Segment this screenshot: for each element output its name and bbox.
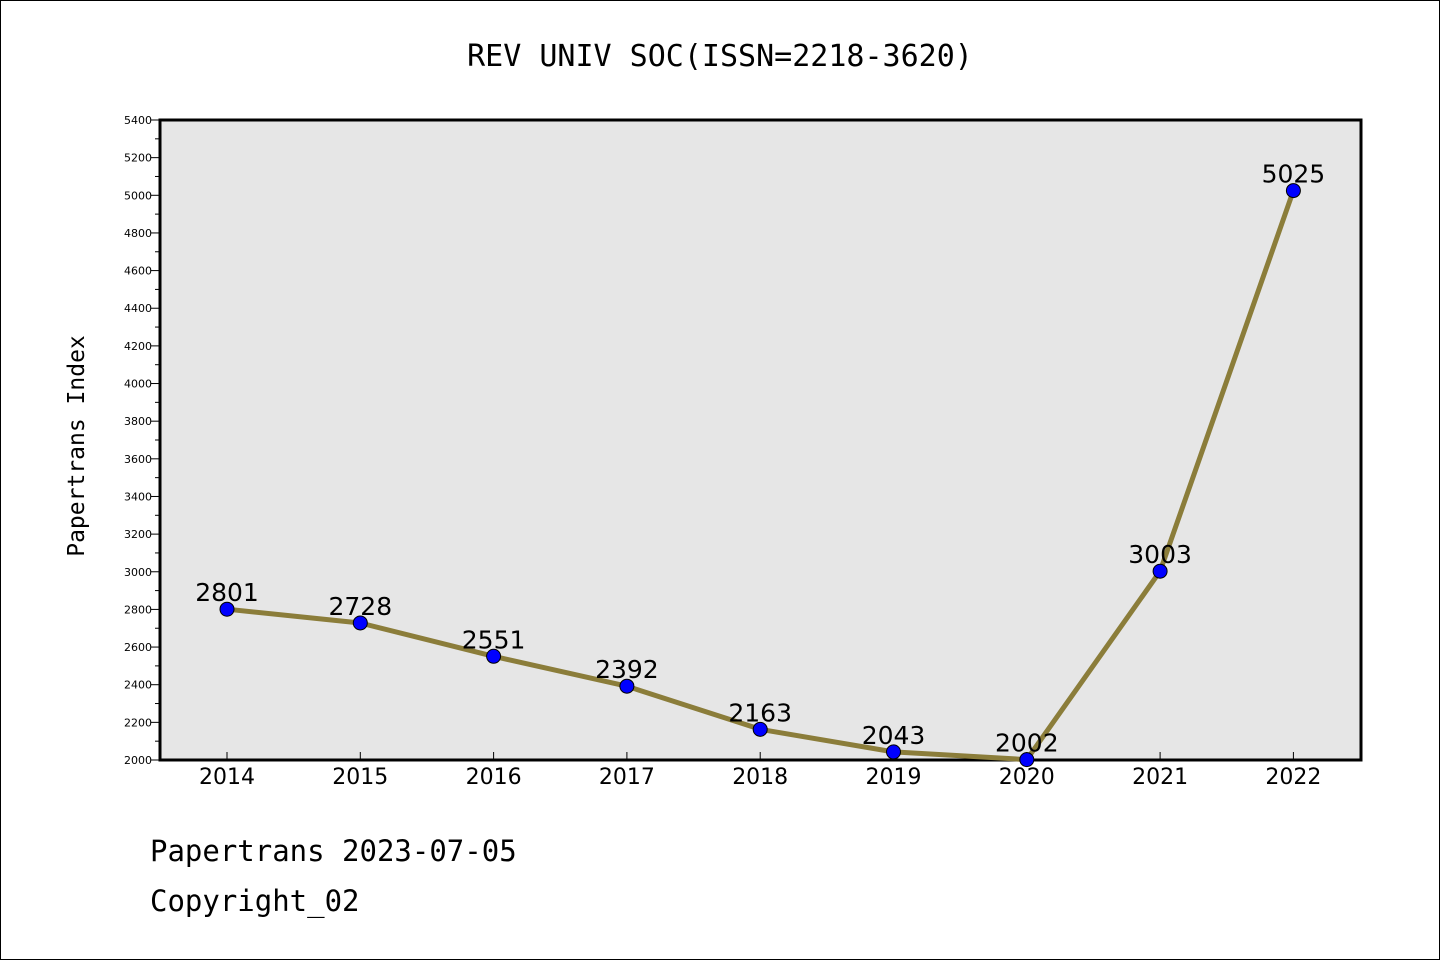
y-tick-label: 3400: [124, 490, 152, 503]
data-point: [1019, 752, 1035, 768]
x-tick-label: 2018: [732, 765, 788, 790]
y-tick-label: 4400: [124, 302, 152, 315]
data-label: 2551: [462, 625, 526, 654]
data-labels: 2801 2728 2551 2392 2163 2043 2002 3003 5025: [195, 160, 1325, 758]
data-label: 2392: [595, 655, 659, 684]
plot-area: [158, 118, 1363, 762]
y-tick-label: 5000: [124, 189, 152, 202]
data-points: [219, 183, 1301, 768]
y-tick-label: 5200: [124, 152, 152, 165]
data-point: [1285, 183, 1301, 199]
y-tick-label: 2000: [124, 754, 152, 767]
data-label: 2163: [728, 698, 792, 727]
data-label: 2728: [328, 592, 392, 621]
y-axis-label: Papertrans Index: [64, 335, 90, 557]
data-point: [486, 648, 502, 664]
footer-date: Papertrans 2023-07-05: [150, 834, 517, 868]
y-axis-ticks: 2000 2200 2400 2600 2800 3000 3200 3400 3600 3800…: [124, 114, 160, 767]
y-tick-label: 2400: [124, 679, 152, 692]
data-point: [619, 678, 635, 694]
x-tick-label: 2017: [599, 765, 655, 790]
x-tick-label: 2021: [1132, 765, 1188, 790]
y-tick-label: 5400: [124, 114, 152, 127]
data-label: 3003: [1128, 540, 1192, 569]
y-tick-label: 3600: [124, 453, 152, 466]
x-tick-label: 2015: [332, 765, 388, 790]
x-tick-label: 2016: [466, 765, 522, 790]
data-label: 2801: [195, 578, 259, 607]
data-point: [1152, 563, 1168, 579]
x-tick-label: 2014: [199, 765, 255, 790]
y-tick-label: 2800: [124, 603, 152, 616]
data-label: 2002: [995, 729, 1059, 758]
footer-copyright: Copyright_02: [150, 884, 360, 918]
y-tick-label: 3800: [124, 415, 152, 428]
x-axis-ticks: 2014 2015 2016 2017 2018 2019 2020 2021 2022: [199, 752, 1321, 790]
x-tick-label: 2020: [999, 765, 1055, 790]
data-point: [352, 615, 368, 631]
data-point: [886, 744, 901, 760]
x-tick-label: 2019: [866, 765, 922, 790]
data-point: [219, 601, 235, 617]
y-tick-label: 4600: [124, 265, 152, 278]
y-tick-label: 3000: [124, 566, 152, 579]
chart-title: REV UNIV SOC(ISSN=2218-3620): [467, 39, 973, 74]
y-tick-label: 2600: [124, 641, 152, 654]
data-label: 5025: [1262, 160, 1326, 189]
data-label: 2043: [862, 721, 926, 750]
x-tick-label: 2022: [1265, 765, 1321, 790]
y-tick-label: 3200: [124, 528, 152, 541]
data-point: [752, 721, 768, 737]
y-tick-label: 2200: [124, 716, 152, 729]
y-tick-label: 4000: [124, 378, 152, 391]
y-tick-label: 4200: [124, 340, 152, 353]
y-tick-label: 4800: [124, 227, 152, 240]
